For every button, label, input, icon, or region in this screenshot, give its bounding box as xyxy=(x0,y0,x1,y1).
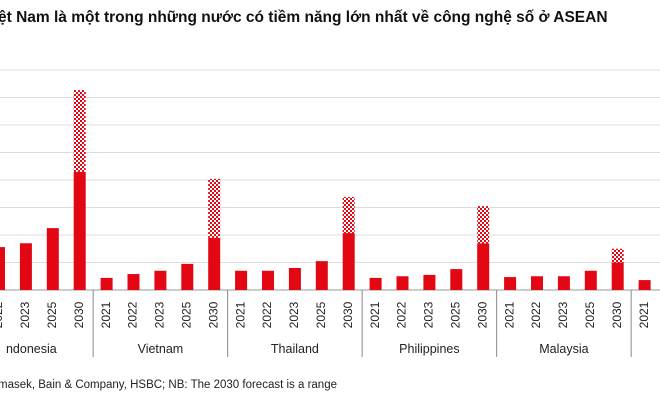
bar xyxy=(235,270,248,290)
x-tick-label: 2025 xyxy=(314,301,328,328)
group-label: ndonesia xyxy=(6,342,57,356)
x-tick-label: 2021 xyxy=(502,301,516,328)
x-tick-label: 2021 xyxy=(99,301,113,328)
bar xyxy=(154,270,167,290)
x-tick-label: 2021 xyxy=(233,301,247,328)
bar xyxy=(208,237,221,290)
group-label: Vietnam xyxy=(138,342,184,356)
x-tick-label: 2025 xyxy=(448,301,462,328)
x-tick-label: 2030 xyxy=(610,301,624,328)
range-bar xyxy=(611,248,624,263)
x-tick-label: 2030 xyxy=(206,301,220,328)
range-bar xyxy=(208,178,221,238)
x-tick-label: 2023 xyxy=(556,301,570,328)
range-bar xyxy=(342,197,355,234)
source-note: masek, Bain & Company, HSBC; NB: The 203… xyxy=(0,379,337,391)
bar xyxy=(100,277,113,290)
bar xyxy=(423,274,436,290)
x-tick-label: 2023 xyxy=(287,301,301,328)
bar xyxy=(181,263,194,290)
x-tick-label: 2030 xyxy=(72,301,86,328)
x-tick-label: 2030 xyxy=(341,301,355,328)
bar xyxy=(477,243,490,290)
bar xyxy=(557,276,570,290)
x-tick-label: 2023 xyxy=(153,301,167,328)
bar xyxy=(396,276,409,290)
x-tick-label: 2023 xyxy=(422,301,436,328)
range-bar xyxy=(73,90,86,172)
bar xyxy=(450,269,463,290)
bar xyxy=(504,277,517,290)
x-tick-label: 2022 xyxy=(260,301,274,328)
x-tick-label: 2021 xyxy=(637,301,651,328)
bar xyxy=(288,268,301,290)
group-label: Thailand xyxy=(271,342,319,356)
group-label: Philippines xyxy=(399,342,459,356)
bar xyxy=(46,228,59,290)
bar xyxy=(342,233,355,290)
bar xyxy=(19,243,32,290)
bar xyxy=(611,262,624,290)
bar xyxy=(73,171,86,290)
bar xyxy=(0,247,5,290)
range-bar xyxy=(477,206,490,244)
x-tick-label: 2023 xyxy=(18,301,32,328)
chart-title: ệt Nam là một trong những nước có tiềm n… xyxy=(0,9,608,26)
bar xyxy=(369,277,382,290)
bar xyxy=(315,261,328,290)
x-tick-label: 2021 xyxy=(368,301,382,328)
x-tick-label: 2022 xyxy=(529,301,543,328)
bar xyxy=(531,276,543,290)
x-tick-label: 2022 xyxy=(126,301,140,328)
x-tick-label: 2025 xyxy=(45,301,59,328)
x-tick-label: 2025 xyxy=(179,301,193,328)
x-tick-label: 2025 xyxy=(583,301,597,328)
bar xyxy=(262,270,274,290)
group-label: Malaysia xyxy=(539,342,588,356)
x-tick-label: 2022 xyxy=(395,301,409,328)
bar xyxy=(638,280,651,290)
x-tick-label: 2022 xyxy=(0,301,5,328)
x-tick-label: 2030 xyxy=(475,301,489,328)
bar xyxy=(127,274,140,290)
bar xyxy=(584,270,597,290)
